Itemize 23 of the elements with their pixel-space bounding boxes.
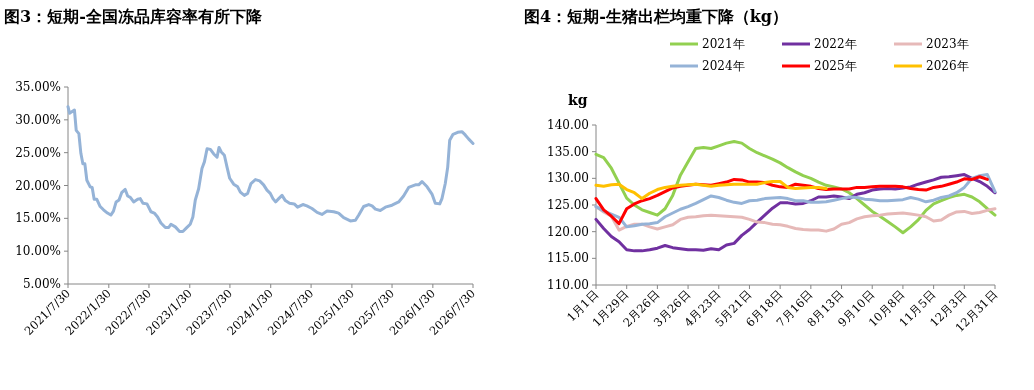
- y-tick-label: 115.00: [547, 251, 589, 266]
- y-tick-label: 25.00%: [15, 145, 61, 160]
- y-axis-title: kg: [568, 92, 588, 108]
- y-tick-label: 20.00%: [15, 178, 61, 193]
- y-tick-label: 140.00: [547, 118, 589, 132]
- y-tick-label: 35.00%: [15, 80, 61, 94]
- legend-label: 2026年: [926, 59, 969, 73]
- y-tick-label: 110.00: [547, 278, 589, 292]
- y-tick-label: 135.00: [547, 144, 589, 159]
- chart-title: 图4：短期-生猪出栏均重下降（kg）: [524, 7, 789, 26]
- y-tick-label: 130.00: [547, 171, 589, 186]
- legend-label: 2021年: [702, 37, 745, 51]
- legend-label: 2022年: [814, 37, 857, 51]
- y-tick-label: 125.00: [547, 198, 589, 212]
- chart-title: 图3：短期-全国冻品库容率有所下降: [4, 7, 263, 26]
- y-tick-label: 10.00%: [15, 244, 61, 259]
- y-tick-label: 15.00%: [15, 211, 61, 226]
- legend-label: 2024年: [702, 59, 745, 73]
- legend-label: 2023年: [926, 37, 969, 51]
- legend-label: 2025年: [814, 59, 857, 73]
- y-tick-label: 30.00%: [15, 112, 61, 127]
- y-tick-label: 5.00%: [22, 277, 61, 291]
- y-tick-label: 120.00: [547, 224, 589, 239]
